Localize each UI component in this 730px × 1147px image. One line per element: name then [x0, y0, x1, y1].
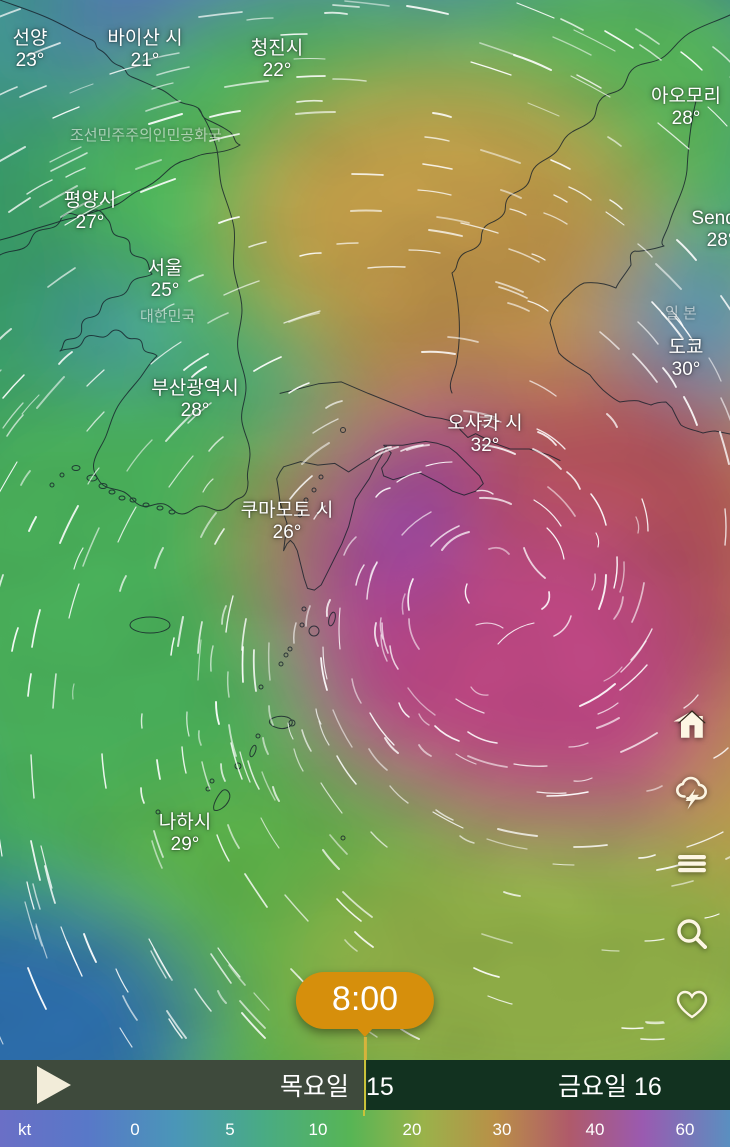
svg-text:kt: kt: [18, 1120, 32, 1139]
svg-text:30: 30: [493, 1120, 512, 1139]
svg-text:10: 10: [309, 1120, 328, 1139]
svg-text:5: 5: [225, 1120, 234, 1139]
svg-text:20: 20: [403, 1120, 422, 1139]
svg-text:60: 60: [676, 1120, 695, 1139]
svg-text:0: 0: [130, 1120, 139, 1139]
svg-text:40: 40: [586, 1120, 605, 1139]
